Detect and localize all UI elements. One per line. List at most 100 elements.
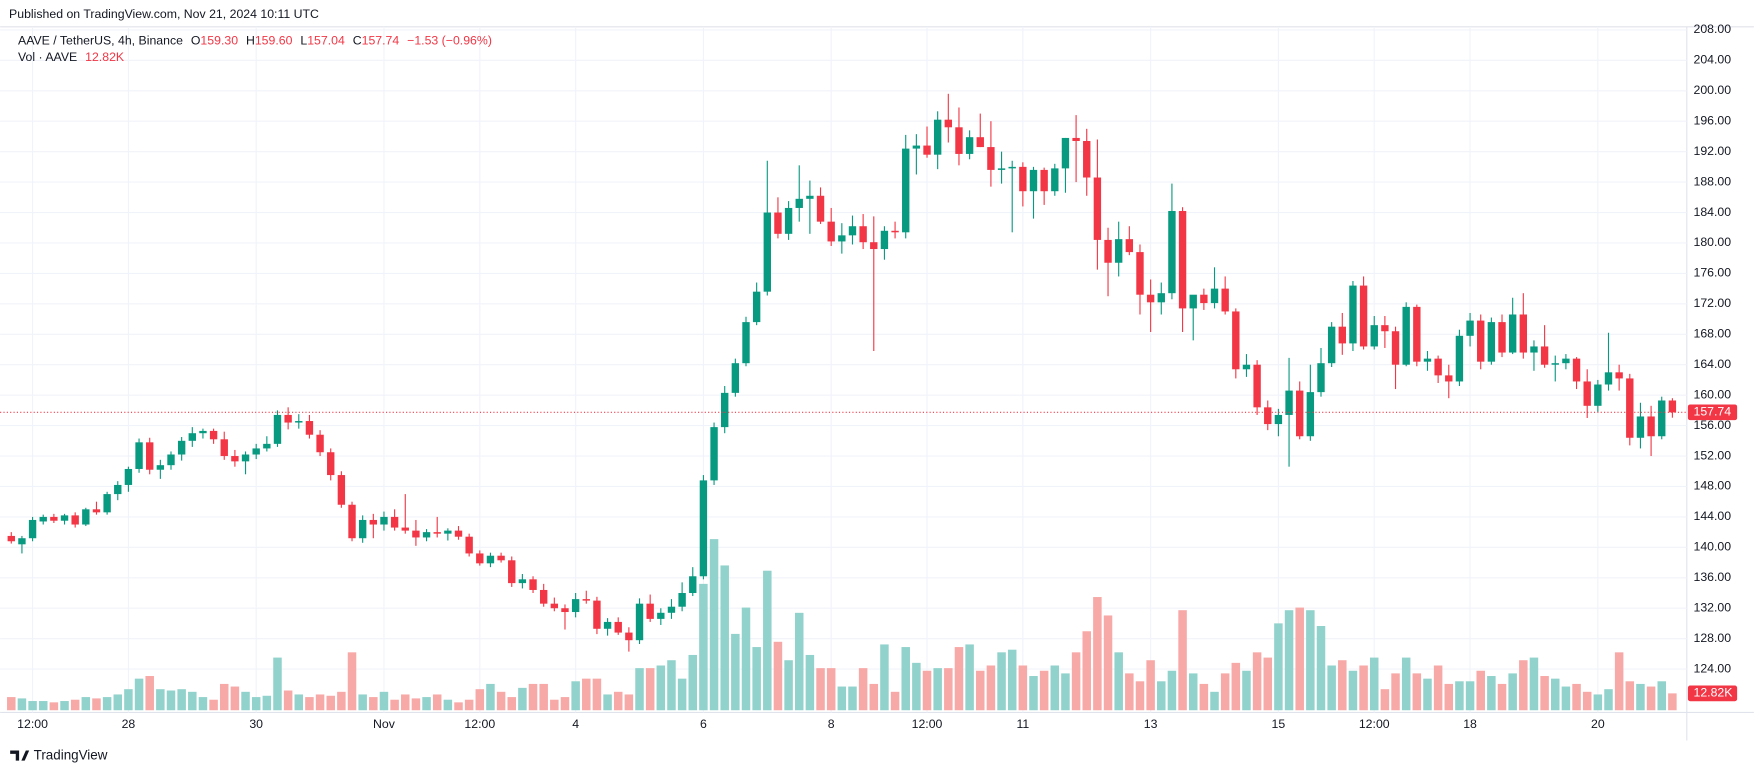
candle-body xyxy=(614,621,622,633)
volume-bar xyxy=(752,647,761,711)
y-tick-label: 208.00 xyxy=(1694,22,1732,36)
x-tick-label: 8 xyxy=(828,717,835,731)
candle-body xyxy=(1157,293,1165,303)
candle-body xyxy=(1029,169,1038,192)
volume-bar xyxy=(390,699,399,711)
volume-bar xyxy=(656,665,666,711)
volume-bar xyxy=(784,660,793,711)
volume-legend: Vol · AAVE 12.82K xyxy=(18,50,125,64)
volume-bar xyxy=(805,654,815,711)
candle-body xyxy=(1274,414,1283,425)
volume-bar xyxy=(1316,625,1326,711)
candle-body xyxy=(710,427,718,481)
candle-body xyxy=(689,576,697,594)
volume-bar xyxy=(454,702,463,711)
candle-body xyxy=(28,519,37,539)
volume-bar xyxy=(1455,681,1464,711)
volume-bar xyxy=(326,695,335,711)
candle-body xyxy=(114,484,122,495)
candle-body xyxy=(82,509,90,525)
candle-body xyxy=(603,621,612,629)
candle-body xyxy=(1594,384,1602,406)
candle-body xyxy=(1562,358,1570,364)
volume-bar xyxy=(1380,689,1390,711)
volume-bar xyxy=(156,689,165,711)
y-tick-label: 136.00 xyxy=(1694,570,1732,584)
x-tick-label: 4 xyxy=(572,717,579,731)
candle-body xyxy=(571,599,580,613)
volume-bar xyxy=(1359,665,1368,711)
y-tick-label: 172.00 xyxy=(1694,296,1732,310)
volume-bar xyxy=(379,691,389,711)
volume-bar xyxy=(102,697,112,711)
volume-bar xyxy=(1412,673,1422,711)
last-volume-badge xyxy=(1687,685,1738,702)
candle-body xyxy=(1114,239,1123,263)
candle-body xyxy=(1104,239,1112,263)
candle-body xyxy=(827,221,835,242)
volume-bar xyxy=(1082,631,1091,711)
candle-body xyxy=(1423,358,1432,362)
volume-bar xyxy=(1135,681,1145,711)
x-tick-label: 6 xyxy=(700,717,707,731)
volume-bar xyxy=(1444,683,1454,711)
candle-body xyxy=(1402,306,1410,365)
volume-bar xyxy=(592,678,602,711)
candle-body xyxy=(156,465,165,470)
legend-line: AAVE / TetherUS, 4h, Binance O159.30 H15… xyxy=(18,34,492,48)
volume-bar xyxy=(518,687,527,711)
candle-body xyxy=(1136,252,1144,295)
legend-low: 157.04 xyxy=(307,34,345,48)
candle-body xyxy=(135,442,143,469)
candle-body xyxy=(263,443,271,449)
x-tick-label: 12:00 xyxy=(1359,717,1390,731)
volume-bar xyxy=(944,668,953,711)
candle-body xyxy=(1572,358,1581,382)
volume-bar xyxy=(1572,683,1581,711)
volume-bar xyxy=(315,694,325,711)
candle-body xyxy=(316,434,324,453)
candle-body xyxy=(539,589,548,604)
volume-bar xyxy=(337,691,346,711)
volume-bars xyxy=(7,539,1677,711)
volume-bar xyxy=(198,697,208,711)
candle-body xyxy=(1072,137,1080,141)
candle-body xyxy=(880,230,889,250)
y-tick-label: 124.00 xyxy=(1694,661,1732,675)
volume-bar xyxy=(219,683,229,711)
candle-body xyxy=(987,147,995,170)
y-tick-label: 164.00 xyxy=(1694,357,1732,371)
volume-bar xyxy=(1348,670,1358,711)
candle-body xyxy=(742,322,750,364)
x-tick-label: 28 xyxy=(122,717,136,731)
x-tick-label: 13 xyxy=(1144,717,1158,731)
candle-body xyxy=(1487,322,1496,362)
candle-body xyxy=(444,530,452,534)
candle-body xyxy=(933,119,942,155)
candle-body xyxy=(848,226,857,236)
volume-bar xyxy=(1029,676,1038,711)
volume-bar xyxy=(113,694,123,711)
volume-bar xyxy=(986,665,996,711)
x-tick-label: 12:00 xyxy=(17,717,48,731)
candle-body xyxy=(1455,335,1464,382)
candle-body xyxy=(380,516,388,525)
volume-bar xyxy=(1146,660,1155,711)
candle-body xyxy=(412,530,420,538)
volume-bar xyxy=(432,694,442,711)
volume-bar xyxy=(1508,673,1517,711)
candle-body xyxy=(188,433,196,441)
legend-key: L xyxy=(300,34,307,48)
candle-body xyxy=(476,553,484,564)
volume-bar xyxy=(1252,652,1262,711)
candle-body xyxy=(912,145,921,149)
volume-bar xyxy=(145,676,154,711)
volume-bar xyxy=(1423,678,1432,711)
volume-bar xyxy=(603,694,612,711)
volume-bar xyxy=(166,690,176,711)
volume-bar xyxy=(773,641,783,711)
candle-body xyxy=(657,612,665,619)
candle-body xyxy=(465,536,473,554)
candle-body xyxy=(486,555,495,564)
legend-key: H xyxy=(246,34,255,48)
